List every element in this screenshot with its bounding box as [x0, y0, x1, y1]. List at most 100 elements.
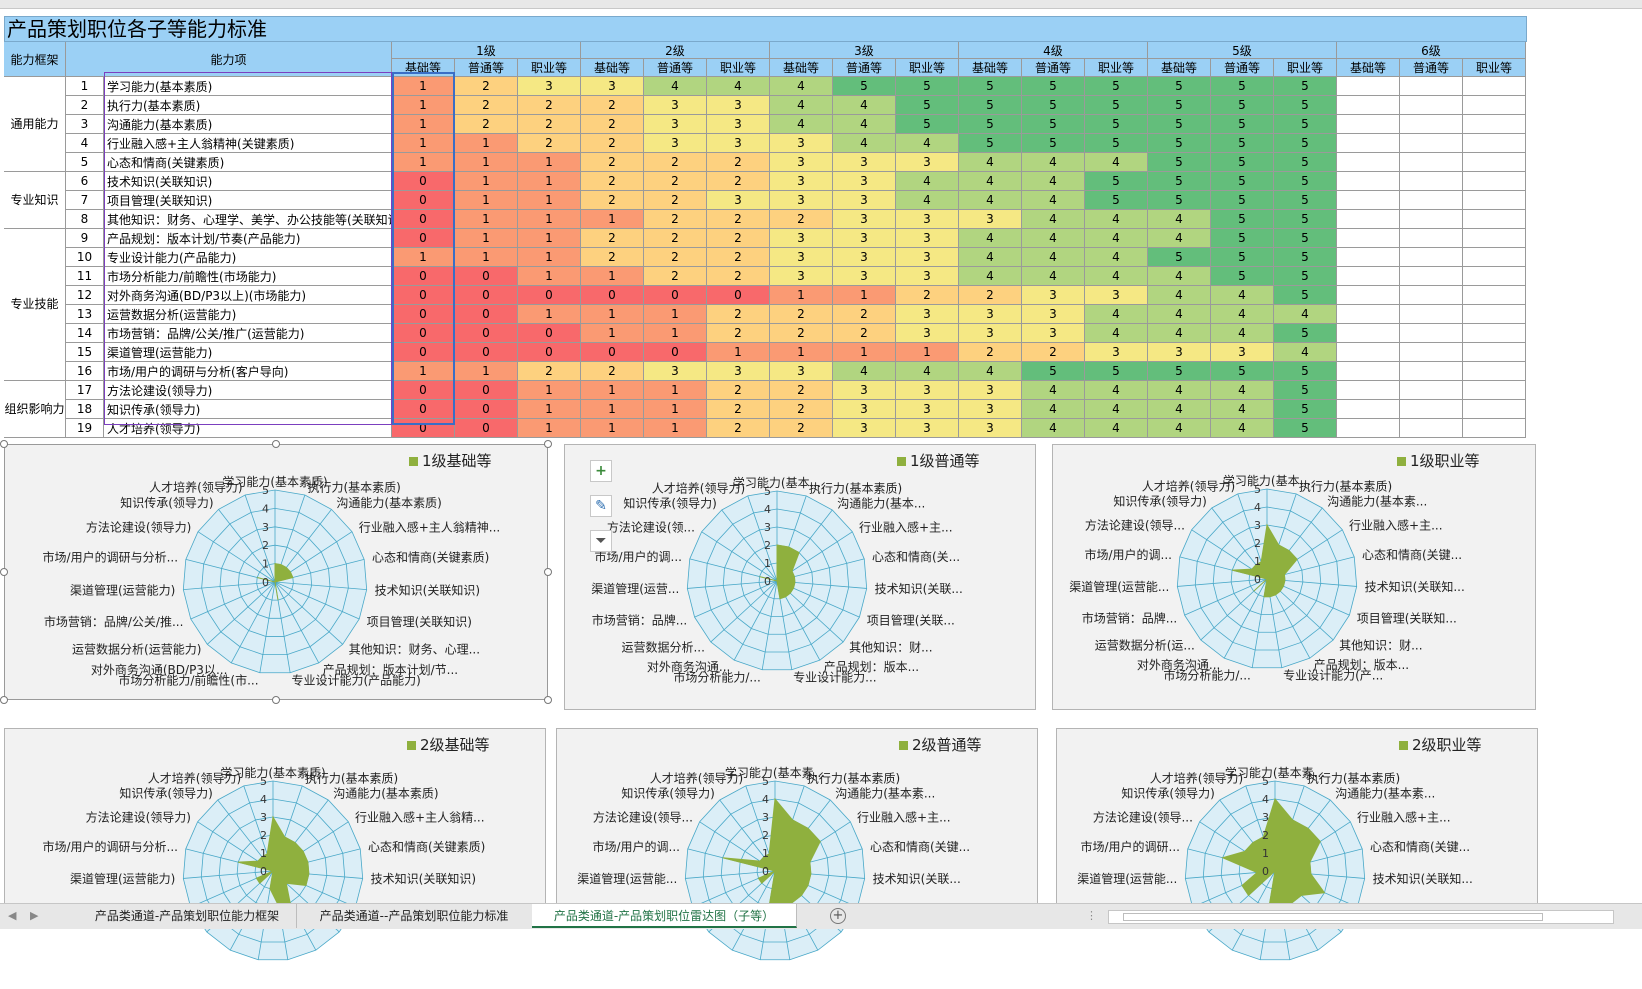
level-value-cell[interactable]: 3 — [707, 96, 770, 115]
radar-chart[interactable]: 0 1 2 3 4 5 学习能力(基本素... 执行力(基本素质) 沟通能力(基本素... 行业融… — [556, 728, 1038, 961]
level-value-cell[interactable]: 1 — [518, 381, 581, 400]
resize-handle[interactable] — [0, 696, 8, 704]
header-grade[interactable]: 普通等 — [833, 59, 896, 77]
empty-cell[interactable] — [1463, 305, 1526, 324]
empty-cell[interactable] — [1337, 248, 1400, 267]
empty-cell[interactable] — [1463, 324, 1526, 343]
level-value-cell[interactable]: 1 — [455, 362, 518, 381]
header-grade[interactable]: 普通等 — [1022, 59, 1085, 77]
level-value-cell[interactable]: 2 — [959, 286, 1022, 305]
level-value-cell[interactable]: 1 — [455, 172, 518, 191]
row-number[interactable]: 19 — [66, 419, 104, 438]
level-value-cell[interactable]: 0 — [392, 210, 455, 229]
level-value-cell[interactable]: 1 — [518, 172, 581, 191]
empty-cell[interactable] — [1400, 191, 1463, 210]
level-value-cell[interactable]: 5 — [959, 134, 1022, 153]
empty-cell[interactable] — [1463, 172, 1526, 191]
level-value-cell[interactable]: 5 — [1148, 77, 1211, 96]
empty-cell[interactable] — [1400, 229, 1463, 248]
level-value-cell[interactable]: 5 — [1211, 153, 1274, 172]
level-value-cell[interactable]: 1 — [392, 362, 455, 381]
row-number[interactable]: 8 — [66, 210, 104, 229]
level-value-cell[interactable]: 5 — [1274, 248, 1337, 267]
level-value-cell[interactable]: 4 — [1211, 286, 1274, 305]
level-value-cell[interactable]: 5 — [1085, 191, 1148, 210]
ability-name[interactable]: 沟通能力(基本素质) — [104, 115, 392, 134]
level-value-cell[interactable]: 4 — [896, 191, 959, 210]
level-value-cell[interactable]: 5 — [896, 115, 959, 134]
empty-cell[interactable] — [1400, 134, 1463, 153]
level-value-cell[interactable]: 3 — [833, 419, 896, 438]
level-value-cell[interactable]: 1 — [392, 96, 455, 115]
level-value-cell[interactable]: 5 — [1274, 381, 1337, 400]
level-value-cell[interactable]: 0 — [455, 400, 518, 419]
level-value-cell[interactable]: 4 — [896, 362, 959, 381]
level-value-cell[interactable]: 4 — [1022, 172, 1085, 191]
level-value-cell[interactable]: 4 — [1148, 400, 1211, 419]
level-value-cell[interactable]: 1 — [455, 229, 518, 248]
empty-cell[interactable] — [1337, 134, 1400, 153]
level-value-cell[interactable]: 4 — [959, 172, 1022, 191]
radar-series-area[interactable] — [1231, 523, 1298, 598]
level-value-cell[interactable]: 2 — [707, 400, 770, 419]
level-value-cell[interactable]: 3 — [770, 362, 833, 381]
level-value-cell[interactable]: 4 — [896, 172, 959, 191]
level-value-cell[interactable]: 4 — [1274, 305, 1337, 324]
level-value-cell[interactable]: 3 — [1022, 286, 1085, 305]
header-level[interactable]: 5级 — [1148, 42, 1337, 59]
level-value-cell[interactable]: 5 — [1211, 210, 1274, 229]
level-value-cell[interactable]: 0 — [644, 343, 707, 362]
level-value-cell[interactable]: 2 — [770, 400, 833, 419]
ability-name[interactable]: 行业融入感+主人翁精神(关键素质) — [104, 134, 392, 153]
chart-filters-button[interactable]: ⏷ — [590, 530, 612, 552]
header-grade[interactable]: 职业等 — [1463, 59, 1526, 77]
level-value-cell[interactable]: 0 — [455, 343, 518, 362]
level-value-cell[interactable]: 5 — [959, 115, 1022, 134]
level-value-cell[interactable]: 3 — [896, 381, 959, 400]
level-value-cell[interactable]: 3 — [833, 172, 896, 191]
level-value-cell[interactable]: 4 — [1148, 286, 1211, 305]
row-number[interactable]: 9 — [66, 229, 104, 248]
level-value-cell[interactable]: 3 — [833, 267, 896, 286]
level-value-cell[interactable]: 3 — [896, 419, 959, 438]
empty-cell[interactable] — [1400, 248, 1463, 267]
level-value-cell[interactable]: 1 — [455, 191, 518, 210]
ability-name[interactable]: 市场分析能力/前瞻性(市场能力) — [104, 267, 392, 286]
level-value-cell[interactable]: 4 — [1085, 229, 1148, 248]
empty-cell[interactable] — [1337, 115, 1400, 134]
level-value-cell[interactable]: 5 — [1274, 172, 1337, 191]
level-value-cell[interactable]: 5 — [1085, 96, 1148, 115]
level-value-cell[interactable]: 5 — [1211, 77, 1274, 96]
level-value-cell[interactable]: 0 — [392, 172, 455, 191]
level-value-cell[interactable]: 5 — [1274, 153, 1337, 172]
row-number[interactable]: 7 — [66, 191, 104, 210]
level-value-cell[interactable]: 1 — [644, 419, 707, 438]
level-value-cell[interactable]: 1 — [644, 400, 707, 419]
level-value-cell[interactable]: 1 — [518, 248, 581, 267]
ability-name[interactable]: 项目管理(关联知识) — [104, 191, 392, 210]
framework-group-label[interactable]: 专业知识 — [4, 172, 66, 229]
framework-group-label[interactable]: 通用能力 — [4, 77, 66, 172]
header-grade[interactable]: 职业等 — [518, 59, 581, 77]
empty-cell[interactable] — [1400, 96, 1463, 115]
level-value-cell[interactable]: 2 — [770, 324, 833, 343]
row-number[interactable]: 13 — [66, 305, 104, 324]
level-value-cell[interactable]: 2 — [707, 305, 770, 324]
row-number[interactable]: 17 — [66, 381, 104, 400]
empty-cell[interactable] — [1463, 153, 1526, 172]
resize-handle[interactable] — [544, 440, 552, 448]
ability-name[interactable]: 市场营销：品牌/公关/推广(运营能力) — [104, 324, 392, 343]
level-value-cell[interactable]: 0 — [644, 286, 707, 305]
level-value-cell[interactable]: 3 — [707, 134, 770, 153]
level-value-cell[interactable]: 4 — [959, 191, 1022, 210]
level-value-cell[interactable]: 5 — [1211, 134, 1274, 153]
level-value-cell[interactable]: 4 — [1085, 324, 1148, 343]
level-value-cell[interactable]: 4 — [1022, 210, 1085, 229]
level-value-cell[interactable]: 1 — [581, 305, 644, 324]
level-value-cell[interactable]: 0 — [518, 286, 581, 305]
level-value-cell[interactable]: 4 — [1022, 191, 1085, 210]
empty-cell[interactable] — [1400, 115, 1463, 134]
empty-cell[interactable] — [1400, 343, 1463, 362]
level-value-cell[interactable]: 0 — [392, 191, 455, 210]
level-value-cell[interactable]: 5 — [1148, 362, 1211, 381]
